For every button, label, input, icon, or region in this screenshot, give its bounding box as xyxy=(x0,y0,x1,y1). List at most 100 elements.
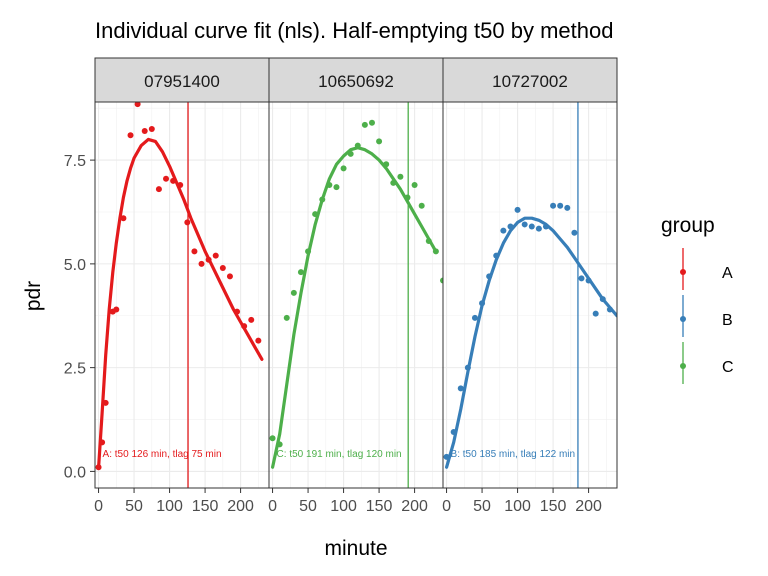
panel-border xyxy=(442,101,618,489)
x-axis: 0 50 100 150 200 xyxy=(94,488,254,515)
legend: group A B C xyxy=(661,214,734,384)
data-point xyxy=(500,227,507,234)
data-point xyxy=(170,177,177,184)
data-point xyxy=(528,223,535,230)
legend-key-point xyxy=(680,269,686,275)
panel-background xyxy=(95,102,269,488)
facet-strip-label: 07951400 xyxy=(144,72,220,91)
data-point xyxy=(376,138,383,145)
data-point xyxy=(571,229,578,236)
x-tick-label: 50 xyxy=(299,498,317,515)
data-point xyxy=(471,314,478,321)
data-point xyxy=(113,306,120,313)
data-point xyxy=(450,428,457,435)
x-tick-label: 100 xyxy=(504,498,531,515)
x-tick-label: 50 xyxy=(473,498,491,515)
facet-panel: 10727002 B: t50 185 min, tlag 122 min xyxy=(442,57,618,489)
legend-key-point xyxy=(680,316,686,322)
facet-strip xyxy=(268,57,444,103)
data-point xyxy=(297,269,304,276)
data-point xyxy=(368,119,375,126)
data-point xyxy=(95,464,102,471)
data-point xyxy=(347,150,354,157)
x-axis-title: minute xyxy=(324,537,387,560)
panel-data: B: t50 185 min, tlag 122 min xyxy=(443,102,617,488)
data-point xyxy=(99,439,106,446)
data-point xyxy=(205,256,212,263)
data-point xyxy=(234,308,241,315)
data-point xyxy=(241,323,248,330)
y-axis: 0.0 2.5 5.0 7.5 xyxy=(64,153,95,481)
data-point xyxy=(255,337,262,344)
panel-data: C: t50 191 min, tlag 120 min xyxy=(269,102,443,488)
t50-annotation: C: t50 191 min, tlag 120 min xyxy=(277,449,402,460)
y-tick-label: 2.5 xyxy=(64,361,86,378)
legend-key-point xyxy=(680,363,686,369)
data-point xyxy=(432,248,439,255)
data-point xyxy=(340,165,347,172)
x-axis: 0 50 100 150 200 xyxy=(268,488,428,515)
data-point xyxy=(226,273,233,280)
data-point xyxy=(578,275,585,282)
data-point xyxy=(493,252,500,259)
data-point xyxy=(333,184,340,191)
data-point xyxy=(141,128,148,135)
data-point xyxy=(535,225,542,232)
data-point xyxy=(248,316,255,323)
data-point xyxy=(550,202,557,209)
data-point xyxy=(290,289,297,296)
x-tick-label: 50 xyxy=(125,498,143,515)
data-point xyxy=(542,223,549,230)
data-point xyxy=(457,385,464,392)
t50-annotation: B: t50 185 min, tlag 122 min xyxy=(451,449,576,460)
facet-strip xyxy=(94,57,270,103)
data-point xyxy=(557,202,564,209)
data-point xyxy=(464,364,471,371)
y-tick-label: 5.0 xyxy=(64,257,86,274)
x-tick-label: 100 xyxy=(156,498,183,515)
data-point xyxy=(198,260,205,267)
x-tick-label: 150 xyxy=(366,498,393,515)
data-point xyxy=(148,125,155,132)
x-tick-label: 0 xyxy=(94,498,103,515)
legend-entry: B xyxy=(680,295,733,337)
facet-panel: 10650692 C: t50 191 min, tlag 120 min xyxy=(268,57,444,489)
data-point xyxy=(120,215,127,222)
facet-strip-label: 10650692 xyxy=(318,72,394,91)
data-point xyxy=(191,248,198,255)
fit-curve xyxy=(97,137,264,469)
data-point xyxy=(312,211,319,218)
data-point xyxy=(585,277,592,284)
data-point xyxy=(486,273,493,280)
data-point xyxy=(599,296,606,303)
data-point xyxy=(269,435,276,442)
data-point xyxy=(479,300,486,307)
data-point xyxy=(361,121,368,128)
grid-lines xyxy=(95,102,269,488)
x-tick-label: 150 xyxy=(192,498,219,515)
data-point xyxy=(354,142,361,149)
y-axis-title: pdr xyxy=(22,281,45,311)
data-point xyxy=(177,182,184,189)
data-point xyxy=(102,399,109,406)
x-axis: 0 50 100 150 200 xyxy=(442,488,602,515)
facet-strip xyxy=(442,57,618,103)
x-tick-label: 0 xyxy=(442,498,451,515)
grid-lines xyxy=(443,102,617,488)
x-tick-label: 200 xyxy=(227,498,254,515)
data-point xyxy=(283,314,290,321)
panel-background xyxy=(443,102,617,488)
panel-background xyxy=(269,102,443,488)
data-point xyxy=(276,441,283,448)
x-tick-label: 100 xyxy=(330,498,357,515)
data-point xyxy=(425,238,432,245)
data-point xyxy=(507,223,514,230)
data-point xyxy=(404,194,411,201)
x-tick-label: 200 xyxy=(575,498,602,515)
x-tick-label: 200 xyxy=(401,498,428,515)
data-point xyxy=(163,175,170,182)
legend-label: A xyxy=(722,265,733,282)
data-point xyxy=(521,221,528,228)
data-point xyxy=(411,182,418,189)
